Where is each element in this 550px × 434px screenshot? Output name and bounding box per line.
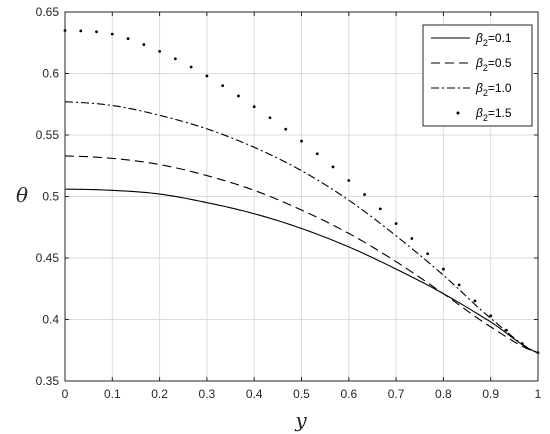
data-point xyxy=(410,237,414,240)
data-point xyxy=(505,328,508,332)
series-2 xyxy=(64,155,539,354)
y-tick-label: 0.35 xyxy=(36,374,60,388)
data-point xyxy=(300,139,303,143)
x-tick-label: 0.8 xyxy=(435,387,452,401)
y-tick-label: 0.65 xyxy=(36,5,60,19)
legend-item-3: β2=1.0 xyxy=(431,81,512,98)
data-point xyxy=(442,267,445,271)
data-point xyxy=(394,222,398,225)
ticks: 0 0.1 0.2 0.3 0.4 0.5 0.6 0.7 0.8 0.9 1 0.35 0.4 0.45… xyxy=(36,5,542,401)
legend-item-4: β2=1.5 xyxy=(456,106,512,123)
data-point xyxy=(315,152,319,156)
data-point xyxy=(378,207,382,211)
x-tick-label: 0.5 xyxy=(293,387,310,401)
legend-label: β2=1.5 xyxy=(475,106,512,123)
series-group xyxy=(63,29,540,355)
x-tick-label: 0.9 xyxy=(482,387,499,401)
legend-label: β2=1.0 xyxy=(475,81,512,98)
data-point xyxy=(79,29,83,33)
data-point xyxy=(110,32,114,36)
series-line xyxy=(64,188,539,354)
legend-label-subscript: 2 xyxy=(483,113,488,123)
legend-label-value: =1.0 xyxy=(488,81,512,95)
y-tick-label: 0.4 xyxy=(42,313,59,327)
x-tick-label: 0.2 xyxy=(151,387,168,401)
x-tick-label: 0.7 xyxy=(388,387,405,401)
data-point xyxy=(252,105,256,109)
data-point xyxy=(221,84,225,88)
data-point xyxy=(520,342,524,345)
y-tick-label: 0.6 xyxy=(42,67,59,81)
data-point xyxy=(473,299,477,303)
x-tick-label: 0.6 xyxy=(340,387,357,401)
data-point xyxy=(205,74,209,78)
legend-label-value: =1.5 xyxy=(488,106,512,120)
x-axis-label: y xyxy=(294,408,307,432)
data-point xyxy=(457,283,461,287)
legend-marker xyxy=(456,111,460,115)
data-point xyxy=(126,37,130,41)
legend-label-subscript: 2 xyxy=(483,88,488,98)
x-tick-label: 0.1 xyxy=(104,387,121,401)
x-tick-label: 0 xyxy=(62,387,69,401)
legend-item-1: β2=0.1 xyxy=(431,31,512,48)
legend-label-value: =0.1 xyxy=(488,31,512,45)
series-4 xyxy=(63,29,540,355)
data-point xyxy=(173,57,177,61)
x-tick-label: 0.3 xyxy=(199,387,216,401)
data-point xyxy=(284,127,288,131)
y-tick-label: 0.55 xyxy=(36,128,60,142)
data-point xyxy=(158,49,162,53)
data-point xyxy=(331,165,335,169)
legend-label-symbol: β xyxy=(475,81,483,95)
legend-label: β2=0.1 xyxy=(475,31,512,48)
data-point xyxy=(142,43,146,46)
y-tick-label: 0.5 xyxy=(42,190,59,204)
legend-label-subscript: 2 xyxy=(483,63,488,73)
legend: β2=0.1β2=0.5β2=1.0β2=1.5 xyxy=(422,24,533,127)
data-point xyxy=(347,179,351,182)
y-axis-label: θ xyxy=(16,183,28,207)
legend-box xyxy=(422,24,533,127)
legend-item-2: β2=0.5 xyxy=(431,56,512,73)
data-point xyxy=(95,30,98,34)
legend-label-symbol: β xyxy=(475,106,483,120)
data-point xyxy=(268,116,272,120)
data-point xyxy=(489,314,493,318)
x-tick-label: 0.4 xyxy=(246,387,263,401)
data-point xyxy=(363,193,366,196)
data-point xyxy=(237,94,240,98)
data-point xyxy=(426,252,430,256)
legend-label-value: =0.5 xyxy=(488,56,512,70)
data-point xyxy=(189,65,193,69)
series-line xyxy=(64,155,539,354)
y-tick-label: 0.45 xyxy=(36,251,60,265)
x-tick-label: 1 xyxy=(535,387,542,401)
legend-label: β2=0.5 xyxy=(475,56,512,73)
legend-label-subscript: 2 xyxy=(483,38,488,48)
legend-label-symbol: β xyxy=(475,31,483,45)
series-1 xyxy=(64,188,539,354)
legend-label-symbol: β xyxy=(475,56,483,70)
